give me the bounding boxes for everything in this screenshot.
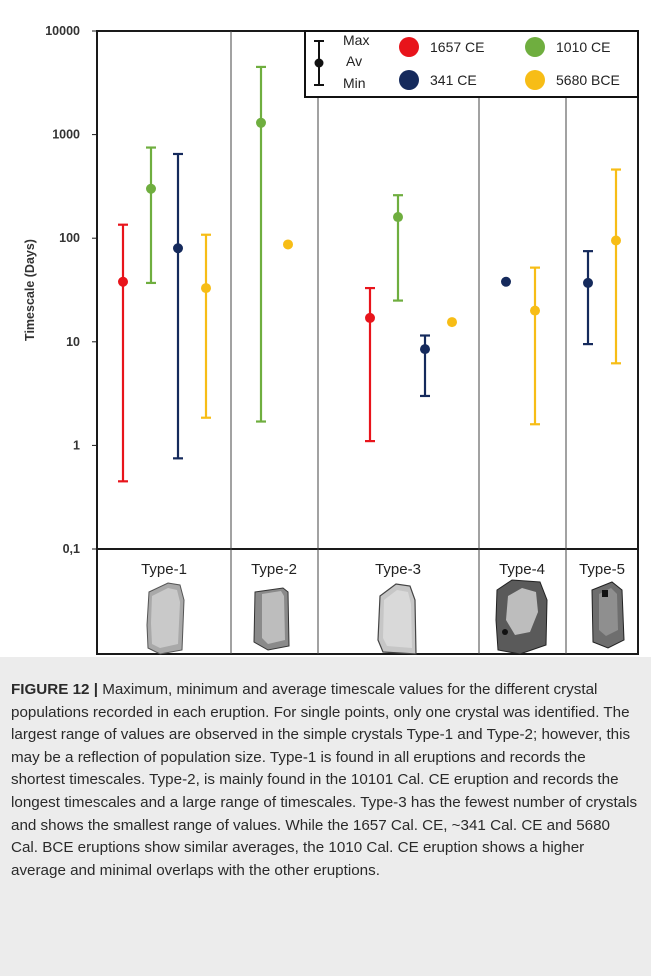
crystal-type-4-image [495, 579, 548, 655]
avg-point-1657-ce [365, 312, 375, 323]
legend-label-1657: 1657 CE [430, 39, 484, 55]
avg-point-341-ce [420, 344, 430, 355]
avg-point-5680-bce [283, 239, 293, 250]
avg-point-1657-ce [118, 276, 128, 287]
y-axis-label: Timescale (Days) [23, 239, 37, 341]
category-labels: Type-1 Type-2 Type-3 Type-4 Type-5 [141, 561, 625, 578]
avg-point-341-ce [501, 276, 511, 287]
legend-max-label: Max [343, 32, 369, 48]
crystal-type-3-image [377, 583, 417, 655]
legend-av-label: Av [346, 53, 362, 69]
category-separators [230, 31, 567, 654]
avg-point-5680-bce [447, 317, 457, 328]
avg-point-5680-bce [201, 283, 211, 294]
data-marks [118, 65, 621, 483]
category-label-type-4: Type-4 [499, 561, 545, 578]
crystal-sketches [146, 579, 625, 655]
y-tick-label: 10000 [45, 24, 80, 38]
avg-point-1010-ce [393, 212, 403, 223]
caption-body: Maximum, minimum and average timescale v… [11, 681, 638, 879]
category-label-type-2: Type-2 [251, 561, 297, 578]
y-tick-label: 0,1 [63, 542, 80, 556]
avg-point-5680-bce [611, 235, 621, 246]
legend-label-341: 341 CE [430, 72, 477, 88]
legend-swatch-1010 [525, 37, 545, 57]
legend-label-5680: 5680 BCE [556, 72, 620, 88]
chart: Timescale (Days) 10000 1000 100 10 1 0,1 Type… [23, 24, 639, 655]
legend-min-label: Min [343, 75, 366, 91]
crystal-type-2-image [253, 587, 290, 651]
legend-swatch-341 [399, 70, 419, 90]
legend-swatch-1657 [399, 37, 419, 57]
figure-label: FIGURE 12 | [11, 681, 98, 698]
y-tick-label: 1000 [52, 128, 80, 142]
category-label-type-3: Type-3 [375, 561, 421, 578]
crystal-type-5-image [591, 581, 625, 649]
legend-box [304, 30, 639, 98]
avg-point-5680-bce [530, 305, 540, 316]
legend-label-1010: 1010 CE [556, 39, 610, 55]
legend-key-errorbar [314, 40, 324, 86]
avg-point-341-ce [173, 243, 183, 254]
caption-box [0, 657, 651, 976]
category-label-type-1: Type-1 [141, 561, 187, 578]
y-tick-label: 10 [66, 335, 80, 349]
legend-swatch-5680 [525, 70, 545, 90]
figure-caption: FIGURE 12 | Maximum, minimum and average… [11, 679, 641, 882]
legend: Max Av Min 1657 CE 341 CE 1010 CE 5680 B… [304, 30, 639, 98]
category-label-type-5: Type-5 [579, 561, 625, 578]
y-tick-label: 100 [59, 231, 80, 245]
avg-point-341-ce [583, 277, 593, 288]
y-axis-ticks: 10000 1000 100 10 1 0,1 [45, 24, 97, 556]
avg-point-1010-ce [256, 117, 266, 128]
y-tick-label: 1 [73, 438, 80, 452]
crystal-type-1-image [146, 582, 185, 655]
avg-point-1010-ce [146, 183, 156, 194]
